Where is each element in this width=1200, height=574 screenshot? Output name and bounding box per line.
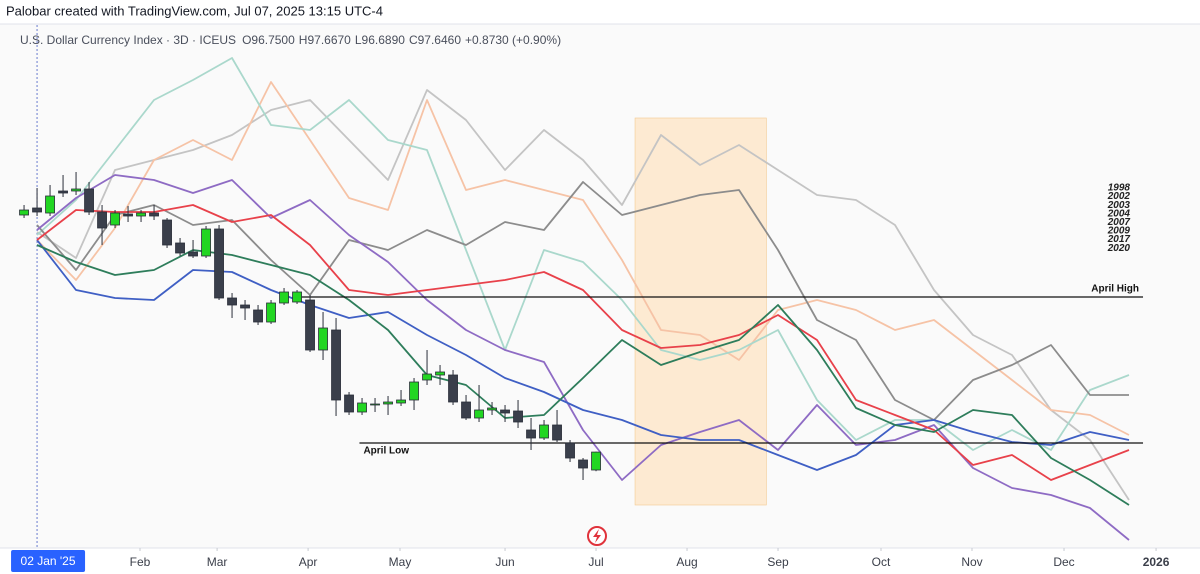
candle-body (227, 297, 237, 306)
ohlc-value: 97.6670 (307, 33, 351, 47)
candle-body (305, 299, 315, 351)
legend-entry: 2002 (1107, 191, 1131, 202)
x-tick-label: Dec (1053, 555, 1074, 569)
legend-entry: 2003 (1107, 200, 1131, 211)
attribution: Palobar created with TradingView.com, Ju… (6, 3, 383, 18)
candle-body (19, 209, 29, 216)
x-tick-label: Aug (676, 555, 697, 569)
candle-body (435, 371, 445, 376)
candle-body (331, 329, 341, 401)
candle-body (552, 424, 562, 441)
candle-body (71, 188, 81, 192)
candle-body (97, 211, 107, 229)
candle-body (45, 195, 55, 214)
chart-title: U.S. Dollar Currency Index · 3D · ICEUS O… (20, 33, 561, 47)
legend-entry: 2007 (1107, 217, 1131, 228)
legend-entry: 2009 (1107, 226, 1131, 237)
overlay-line (36, 181, 1129, 421)
change: +0.8730 (+0.90%) (465, 33, 561, 47)
ohlc-key: C (409, 33, 418, 47)
candle-body (578, 459, 588, 469)
candle-body (149, 212, 159, 217)
x-tick-label: Jun (495, 555, 514, 569)
candle-body (565, 442, 575, 459)
overlay-line (36, 81, 1130, 436)
candle-body (448, 374, 458, 403)
candle-body (357, 402, 367, 413)
candle-body (500, 409, 510, 414)
x-tick-label: May (389, 555, 412, 569)
candle-body (474, 409, 484, 419)
legend-entry: 2004 (1107, 208, 1131, 219)
ohlc-value: 97.6460 (418, 33, 462, 47)
candle-body (526, 429, 536, 439)
level-label: April High (1091, 284, 1139, 295)
ohlc-value: 96.7500 (251, 33, 295, 47)
highlight-zone (634, 117, 767, 506)
x-tick-label: Mar (207, 555, 228, 569)
candle-body (318, 327, 328, 351)
x-tick-label: Jul (588, 555, 603, 569)
candle-body (591, 451, 601, 471)
candle-body (344, 394, 354, 413)
candle-body (383, 401, 393, 405)
ohlc-key: O (242, 33, 251, 47)
overlay-line (36, 204, 1130, 481)
cursor-label-box (11, 550, 86, 572)
candle-body (539, 424, 549, 439)
legend-entry: 2020 (1107, 243, 1131, 254)
candle-body (370, 403, 380, 406)
candle-body (32, 207, 42, 213)
candle-body (214, 228, 224, 299)
candle-body (396, 399, 406, 404)
attribution-bar (0, 0, 1200, 24)
legend-entry: 2017 (1107, 234, 1131, 245)
candle-body (201, 228, 211, 257)
candle-body (461, 401, 471, 419)
legend-entry: 1998 (1108, 183, 1131, 194)
ohlc-key: L (355, 33, 362, 47)
candle-body (162, 219, 172, 246)
time-axis (0, 548, 1200, 574)
flash-icon[interactable] (587, 526, 607, 546)
x-tick-label: 2026 (1143, 555, 1170, 569)
ohlc-key: H (299, 33, 308, 47)
overlay-line (36, 174, 1130, 541)
candle-body (136, 212, 146, 217)
x-tick-label: Nov (961, 555, 982, 569)
x-tick-label: Sep (767, 555, 789, 569)
ohlc-value: 96.6890 (362, 33, 406, 47)
candle-body (175, 242, 185, 254)
flash-icon-bolt (593, 529, 601, 543)
candle-body (188, 251, 198, 257)
level-label: April Low (363, 446, 409, 457)
candle-body (279, 291, 289, 304)
x-tick-label: Oct (872, 555, 891, 569)
cursor-label: 02 Jan '25 (21, 554, 76, 568)
candle-body (292, 291, 302, 303)
time-axis-labels: Feb Mar Apr May Jun Jul Aug Sep Oct Nov Dec 2026 02 … (11, 548, 1170, 572)
candle-body (84, 188, 94, 213)
x-tick-label: Feb (130, 555, 151, 569)
candle-body (266, 302, 276, 323)
overlay-line (36, 57, 1130, 451)
candle-body (240, 304, 250, 309)
candle-body (487, 407, 497, 411)
candle-body (253, 309, 263, 323)
candle-body (58, 190, 68, 194)
symbol-name: U.S. Dollar Currency Index · 3D · ICEUS (20, 33, 236, 47)
candle-body (422, 373, 432, 381)
candle-body (110, 212, 120, 226)
overlay-line (36, 89, 1130, 501)
candle-body (409, 381, 419, 401)
candle-body (513, 410, 523, 423)
x-tick-label: Apr (299, 555, 318, 569)
candle-body (123, 213, 133, 217)
